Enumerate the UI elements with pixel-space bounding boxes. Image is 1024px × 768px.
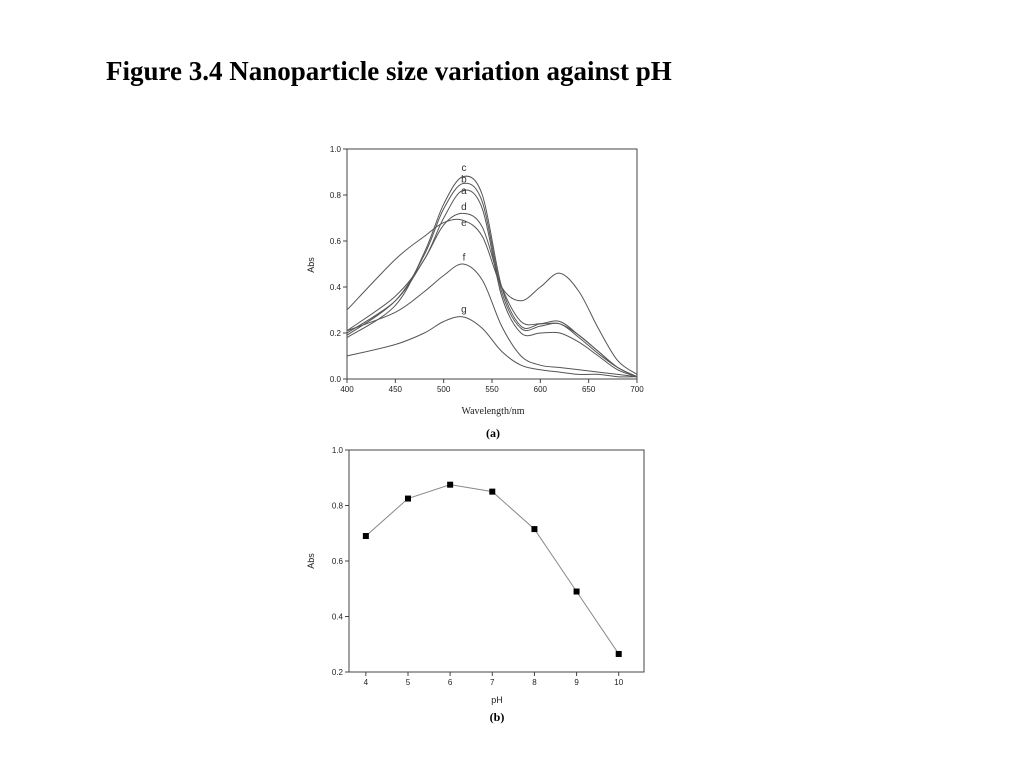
x-tick-label: 4 [364,678,369,687]
y-tick-label: 0.4 [330,283,342,292]
y-tick-label: 0.8 [330,191,342,200]
series-line-abs [365,484,620,655]
series-line-e [346,218,638,375]
x-tick-label: 450 [389,385,403,394]
y-tick-label: 0.2 [330,329,342,338]
data-point [447,481,454,488]
curve-label-e: e [461,218,467,229]
curve-label-b: b [461,174,467,185]
panel-label-b: (b) [490,710,505,724]
curve-label-f: f [463,253,466,264]
x-tick-label: 500 [437,385,451,394]
x-tick-label: 550 [485,385,499,394]
series-line-f [346,263,638,378]
x-tick-label: 650 [582,385,596,394]
x-tick-label: 5 [406,678,411,687]
y-tick-label: 0.6 [330,237,342,246]
curve-label-c: c [461,163,466,174]
x-tick-label: 9 [574,678,579,687]
data-point [405,495,411,502]
x-tick-label: 8 [532,678,537,687]
curve-label-a: a [461,186,467,197]
series-line-b [346,182,638,378]
x-tick-label: 6 [448,678,453,687]
y-ticks: 0.0 0.2 0.4 0.6 0.8 1.0 [330,145,347,384]
x-tick-label: 10 [614,678,623,687]
y-axis-title: Abs [306,257,316,273]
y-ticks: 0.2 0.4 0.6 0.8 1.0 [332,446,349,677]
curve-label-g: g [461,304,467,315]
data-point [489,488,496,495]
y-tick-label: 0.6 [332,557,344,566]
y-tick-label: 0.8 [332,502,344,511]
series-line-d [346,212,638,378]
x-tick-label: 700 [630,385,644,394]
y-tick-label: 0.0 [330,375,342,384]
x-ticks: 4 5 6 7 8 9 10 [364,672,624,687]
curve-label-d: d [461,202,467,213]
series-line-a [346,189,638,378]
data-point [573,588,580,595]
y-tick-label: 1.0 [330,145,342,154]
plot-area [348,449,645,673]
data-point [531,526,538,533]
x-axis-title: Wavelength/nm [461,406,524,417]
plot-frame [348,449,645,673]
series-line-g [346,316,638,378]
y-tick-label: 0.4 [332,613,344,622]
x-axis-title: pH [491,695,503,705]
data-point [362,533,369,540]
panel-label-a: (a) [486,426,500,440]
y-axis-title: Abs [306,553,316,569]
slide-title: Figure 3.4 Nanoparticle size variation a… [106,56,672,86]
x-tick-label: 600 [534,385,548,394]
chart-b-abs-vs-ph: 4 5 6 7 8 9 10 0.2 0.4 0.6 0.8 1.0 pH Abs (b) [306,446,645,724]
y-tick-label: 1.0 [332,446,344,455]
data-point [615,650,622,657]
x-ticks: 400 450 500 550 600 650 700 [340,379,644,394]
y-tick-label: 0.2 [332,668,344,677]
x-tick-label: 7 [490,678,495,687]
x-tick-label: 400 [340,385,354,394]
